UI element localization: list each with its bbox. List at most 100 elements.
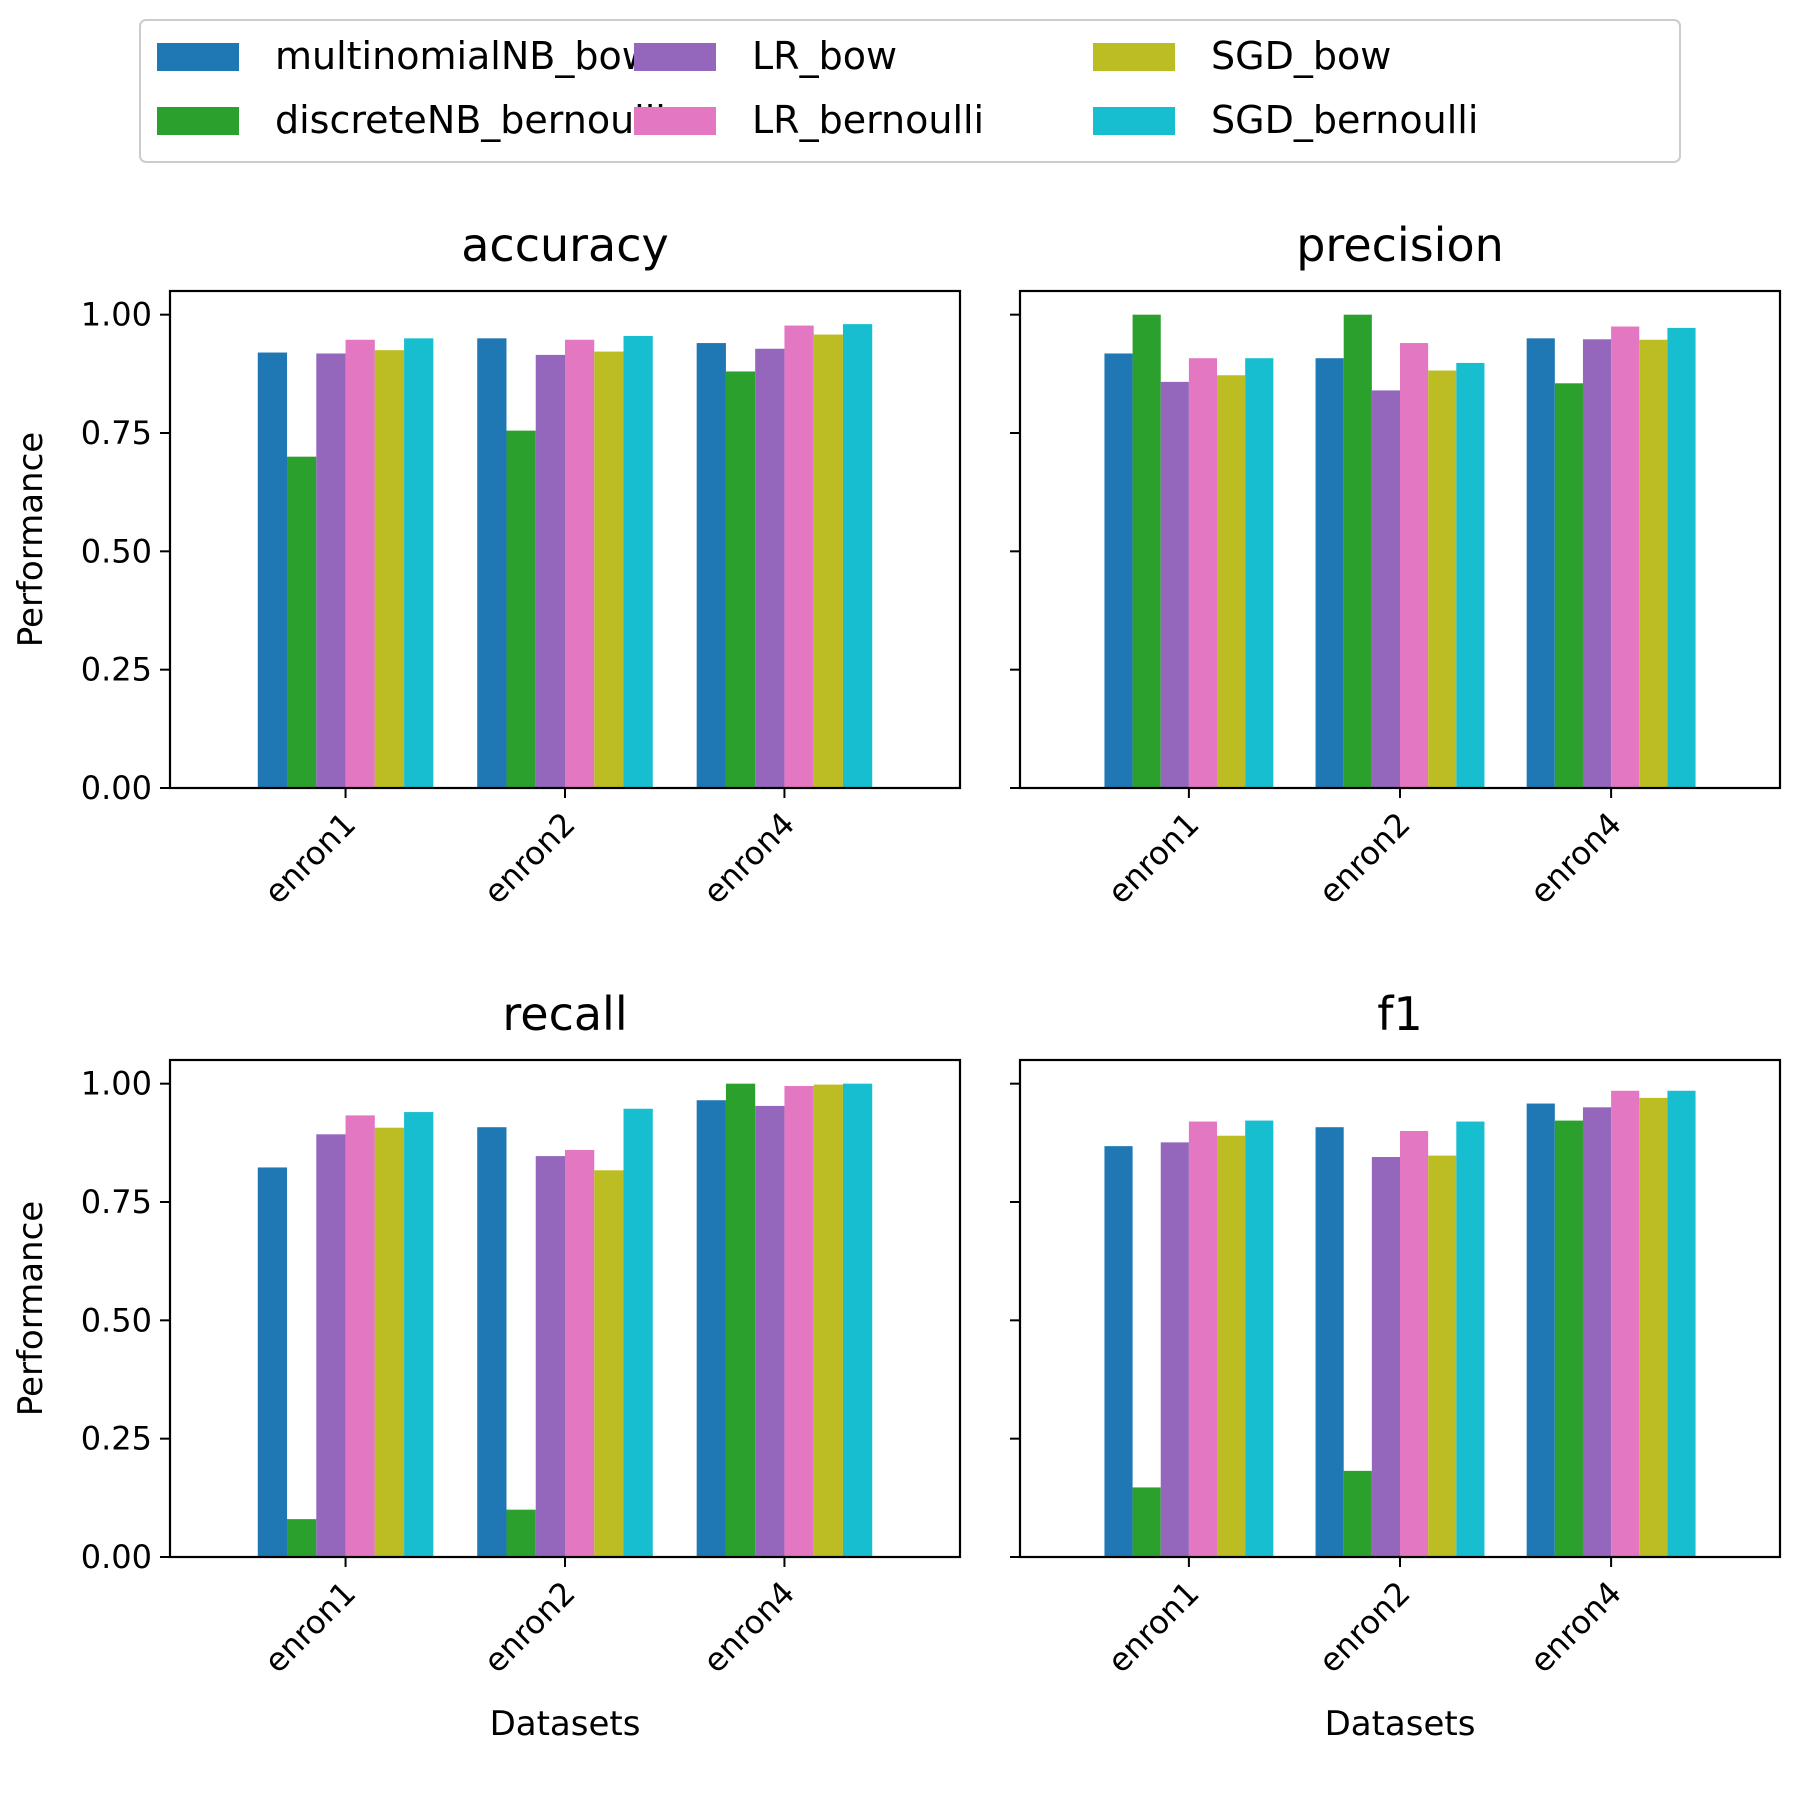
y-tick-label: 1.00: [81, 1065, 152, 1103]
legend-swatch: [634, 107, 716, 135]
panel-f1: f1 enron1 enron2 enron4 Datasets: [1010, 987, 1782, 1744]
bar-discretenb-bernoulli-enron2: [1343, 314, 1372, 788]
legend-item-lr-bernoulli: LR_bernoulli: [634, 98, 984, 142]
bar-sgd-bernoulli-enron2: [623, 1108, 653, 1557]
legend-swatch: [1093, 43, 1175, 71]
bar-sgd-bow-enron1: [374, 350, 405, 788]
y-tick-label: 0.50: [81, 1301, 152, 1339]
x-tick-label: enron4: [1522, 1574, 1629, 1681]
legend-label: LR_bow: [752, 34, 897, 78]
bar-discretenb-bernoulli-enron1: [1132, 1487, 1161, 1557]
bar-multinomialnb-bow-enron1: [1104, 353, 1133, 788]
x-axis: enron1 enron2 enron4: [257, 788, 802, 911]
x-axis: enron1 enron2 enron4: [257, 1557, 802, 1680]
bar-multinomialnb-bow-enron1: [257, 352, 288, 788]
legend-item-sgd-bow: SGD_bow: [1093, 34, 1391, 78]
legend-swatch: [634, 43, 716, 71]
bars: [257, 1083, 873, 1557]
legend-swatch: [157, 43, 239, 71]
bar-discretenb-bernoulli-enron1: [1132, 314, 1161, 788]
y-axis: 0.00 0.25 0.50 0.75 1.00: [81, 1065, 170, 1576]
x-tick-label: enron1: [257, 805, 364, 912]
bar-sgd-bow-enron1: [1217, 375, 1246, 788]
bar-lr-bow-enron1: [316, 353, 346, 788]
bar-lr-bow-enron1: [1160, 1142, 1189, 1557]
bar-lr-bernoulli-enron1: [1188, 358, 1218, 788]
x-axis: enron1 enron2 enron4: [1100, 788, 1629, 911]
bar-lr-bernoulli-enron2: [565, 339, 595, 788]
x-tick-label: enron2: [476, 805, 583, 912]
bar-multinomialnb-bow-enron4: [1526, 338, 1555, 788]
y-tick-label: 0.25: [81, 651, 152, 689]
bar-sgd-bernoulli-enron1: [404, 1112, 434, 1557]
bars: [1104, 1090, 1696, 1557]
bar-lr-bernoulli-enron2: [565, 1149, 595, 1557]
bar-sgd-bernoulli-enron1: [1245, 358, 1274, 788]
x-tick-label: enron4: [696, 805, 803, 912]
bar-lr-bow-enron4: [1582, 1107, 1612, 1557]
bar-multinomialnb-bow-enron4: [696, 343, 726, 788]
bar-lr-bow-enron1: [316, 1134, 346, 1557]
panel-accuracy: accuracy 0.00 0.25 0.50 0.75 1.00 enron1 enron2…: [11, 218, 962, 911]
x-tick-label: enron1: [1100, 1574, 1207, 1681]
bar-sgd-bernoulli-enron2: [623, 335, 653, 788]
bar-lr-bow-enron2: [1371, 390, 1400, 788]
bar-lr-bow-enron2: [1371, 1157, 1400, 1557]
x-tick-label: enron1: [1100, 805, 1207, 912]
y-axis-label: Performance: [11, 432, 51, 647]
bar-multinomialnb-bow-enron2: [477, 1127, 507, 1557]
bar-lr-bernoulli-enron4: [784, 325, 814, 788]
bar-sgd-bow-enron4: [1639, 339, 1668, 788]
x-tick-label: enron2: [476, 1574, 583, 1681]
x-tick-label: enron1: [257, 1574, 364, 1681]
bar-multinomialnb-bow-enron4: [696, 1100, 726, 1557]
bar-lr-bow-enron4: [755, 348, 785, 788]
bar-sgd-bernoulli-enron2: [1456, 362, 1485, 788]
y-tick-label: 0.25: [81, 1420, 152, 1458]
y-tick-label: 0.00: [81, 1538, 152, 1576]
bar-discretenb-bernoulli-enron4: [725, 371, 756, 788]
panel-title: accuracy: [461, 218, 669, 272]
bar-sgd-bow-enron1: [1217, 1135, 1246, 1557]
legend-label: SGD_bernoulli: [1211, 98, 1478, 142]
panel-title: f1: [1377, 987, 1422, 1041]
legend-item-discretenb-bernoulli: discreteNB_bernoulli: [157, 98, 666, 142]
bar-lr-bow-enron2: [535, 354, 565, 788]
x-tick-label: enron4: [1522, 805, 1629, 912]
x-axis-label: Datasets: [1325, 1704, 1476, 1744]
bars: [257, 324, 873, 788]
bar-discretenb-bernoulli-enron4: [1554, 383, 1583, 788]
x-axis: enron1 enron2 enron4: [1100, 1557, 1629, 1680]
bar-multinomialnb-bow-enron2: [1315, 1127, 1344, 1557]
bar-discretenb-bernoulli-enron4: [725, 1083, 756, 1557]
legend-item-multinomialnb-bow: multinomialNB_bow: [157, 34, 653, 78]
bar-sgd-bow-enron2: [594, 1170, 624, 1557]
bar-multinomialnb-bow-enron1: [1104, 1146, 1133, 1557]
bar-sgd-bow-enron4: [813, 1084, 843, 1557]
x-axis-label: Datasets: [490, 1704, 641, 1744]
bar-multinomialnb-bow-enron2: [1315, 358, 1344, 788]
y-axis: [1010, 1082, 1020, 1558]
bar-sgd-bow-enron4: [1639, 1097, 1668, 1557]
panel-title: precision: [1296, 218, 1504, 272]
x-tick-label: enron2: [1311, 805, 1418, 912]
y-tick-label: 1.00: [81, 296, 152, 334]
bar-lr-bow-enron4: [755, 1105, 785, 1557]
bar-multinomialnb-bow-enron2: [477, 338, 507, 788]
legend-label: LR_bernoulli: [752, 98, 984, 142]
bar-lr-bow-enron1: [1160, 381, 1189, 788]
panel-title: recall: [502, 987, 627, 1041]
bar-lr-bernoulli-enron1: [1188, 1121, 1218, 1557]
bar-lr-bernoulli-enron1: [345, 339, 375, 788]
x-tick-label: enron2: [1311, 1574, 1418, 1681]
bar-multinomialnb-bow-enron4: [1526, 1103, 1555, 1557]
bar-sgd-bow-enron2: [1428, 370, 1457, 788]
y-axis-label: Performance: [11, 1201, 51, 1416]
bar-multinomialnb-bow-enron1: [257, 1167, 288, 1557]
bar-lr-bernoulli-enron1: [345, 1115, 375, 1557]
bar-lr-bernoulli-enron4: [784, 1086, 814, 1557]
bar-discretenb-bernoulli-enron1: [287, 456, 317, 788]
legend-swatch: [1093, 107, 1175, 135]
bar-sgd-bernoulli-enron4: [842, 1083, 873, 1557]
